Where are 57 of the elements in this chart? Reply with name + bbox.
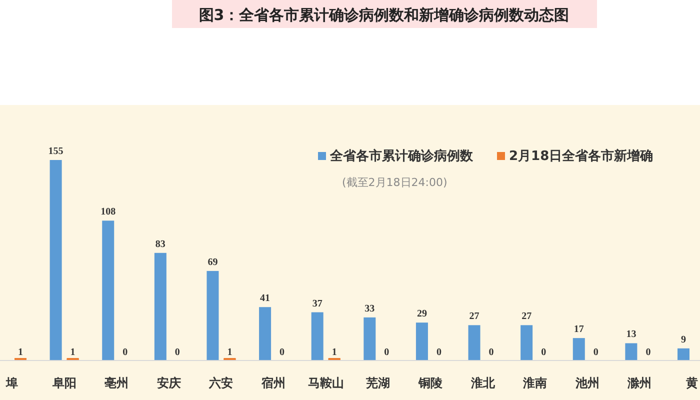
data-label: 155 [48, 146, 64, 157]
bar [154, 252, 166, 360]
data-label: 0 [541, 347, 546, 358]
bar [206, 270, 219, 360]
data-label: 1 [227, 347, 232, 358]
x-tick-label: 池州 [574, 376, 600, 390]
data-label: 0 [593, 347, 598, 358]
data-label: 41 [260, 293, 270, 304]
text: (截至2月18日24:00) [342, 176, 448, 189]
legend-label: 2月18日全省各市新增确 [509, 148, 654, 164]
x-tick-label: 滁州 [626, 376, 652, 390]
data-label: 0 [174, 347, 180, 358]
data-label: 9 [681, 334, 686, 346]
data-label: 13 [626, 329, 636, 340]
data-label: 0 [280, 347, 285, 358]
x-tick-label: 黄 [685, 376, 698, 390]
data-label: 1 [332, 347, 337, 358]
bar [102, 220, 114, 360]
data-label: 33 [364, 303, 375, 314]
data-label: 27 [522, 311, 532, 322]
x-tick-label: 芜湖 [365, 376, 390, 390]
bar [625, 343, 638, 360]
bar [50, 160, 62, 360]
x-tick-label: 阜阳 [51, 376, 76, 390]
data-label: 108 [100, 206, 116, 218]
legend-label: 全省各市累计确诊病例数 [329, 148, 474, 164]
bar [259, 307, 272, 360]
x-tick-label: 埠 [5, 376, 18, 390]
bar [311, 312, 324, 360]
bar [520, 325, 533, 360]
bar [678, 348, 690, 360]
data-label: 27 [469, 311, 480, 322]
data-label: 0 [646, 347, 651, 358]
bar [572, 338, 585, 360]
data-label: 29 [416, 308, 427, 320]
data-label: 69 [208, 256, 218, 268]
x-tick-label: 铜陵 [417, 376, 444, 390]
x-tick-label: 亳州 [104, 376, 129, 390]
data-label: 0 [436, 347, 442, 358]
bar [416, 322, 428, 360]
data-label: 0 [488, 347, 494, 358]
x-tick-label: 淮南 [522, 376, 548, 390]
data-label: 0 [122, 347, 128, 358]
x-tick-label: 淮北 [470, 376, 496, 390]
x-tick-label: 宿州 [260, 376, 286, 390]
x-tick-label: 六安 [208, 376, 234, 390]
bar [364, 317, 376, 360]
data-label: 1 [18, 347, 23, 358]
chart-title: 图3：全省各市累计确诊病例数和新增确诊病例数动态图 [198, 6, 570, 24]
x-tick-label: 马鞍山 [308, 376, 344, 390]
data-label: 37 [312, 298, 322, 310]
data-label: 83 [155, 238, 166, 250]
bar [468, 325, 480, 360]
x-tick-label: 安庆 [156, 376, 181, 390]
data-label: 0 [384, 347, 390, 358]
data-label: 17 [574, 324, 584, 336]
data-label: 1 [70, 347, 76, 358]
